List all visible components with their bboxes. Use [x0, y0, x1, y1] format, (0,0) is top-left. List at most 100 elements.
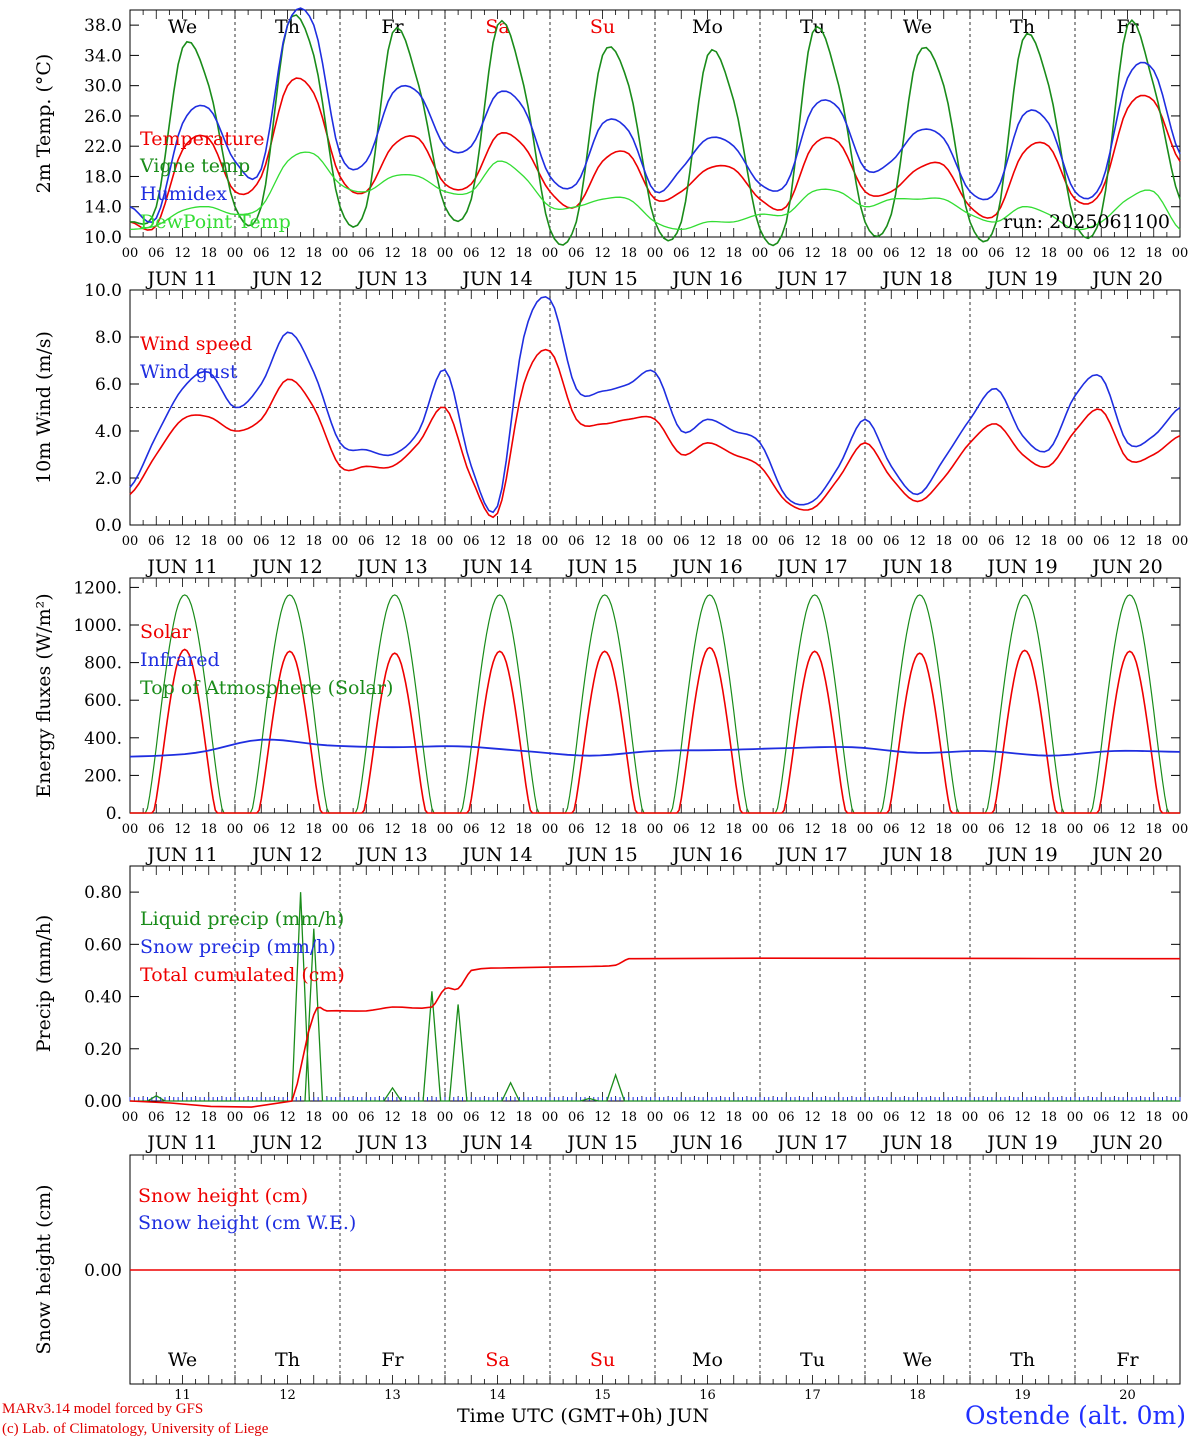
x-hour-label: 06 [148, 1110, 165, 1125]
x-hour-label: 12 [594, 534, 611, 549]
x-hour-label: 18 [410, 246, 427, 261]
x-hour-label: 18 [515, 534, 532, 549]
series-wind-gust [129, 295, 1181, 514]
legend-entry: DewPoint Temp [140, 211, 291, 233]
y-tick-label: 8.0 [95, 328, 122, 348]
x-hour-label: 06 [148, 534, 165, 549]
x-hour-label: 12 [174, 1110, 191, 1125]
x-date-label: JUN 17 [775, 268, 847, 290]
x-hour-label: 18 [725, 246, 742, 261]
x-hour-label: 00 [1067, 246, 1084, 261]
day-number-label: 11 [174, 1388, 191, 1403]
x-hour-label: 06 [673, 534, 690, 549]
x-hour-label: 00 [1172, 822, 1189, 837]
x-hour-label: 18 [305, 246, 322, 261]
x-hour-label: 12 [1119, 822, 1136, 837]
x-hour-label: 18 [515, 822, 532, 837]
y-tick-label: 18.0 [84, 167, 122, 187]
x-hour-label: 00 [962, 1110, 979, 1125]
x-hour-label: 18 [410, 822, 427, 837]
x-hour-label: 18 [1145, 534, 1162, 549]
x-hour-label: 00 [1172, 534, 1189, 549]
x-date-label: JUN 13 [355, 556, 427, 578]
x-hour-label: 00 [647, 1110, 664, 1125]
x-hour-label: 00 [542, 246, 559, 261]
legend-entry: Wind speed [140, 333, 252, 355]
x-hour-label: 00 [1067, 534, 1084, 549]
x-hour-label: 00 [752, 534, 769, 549]
y-tick-label: 200. [84, 766, 122, 786]
series-infrared [129, 738, 1181, 758]
legend-entry: Liquid precip (mm/h) [140, 908, 344, 930]
legend-entry: Snow height (cm W.E.) [138, 1212, 356, 1234]
x-hour-label: 00 [437, 246, 454, 261]
x-hour-label: 06 [1093, 822, 1110, 837]
x-hour-label: 00 [332, 822, 349, 837]
x-hour-label: 00 [1172, 1110, 1189, 1125]
x-hour-label: 06 [1093, 1110, 1110, 1125]
x-hour-label: 06 [568, 1110, 585, 1125]
x-hour-label: 18 [620, 822, 637, 837]
y-tick-label: 0. [106, 804, 122, 824]
x-hour-label: 18 [830, 1110, 847, 1125]
x-hour-label: 18 [1040, 246, 1057, 261]
x-hour-label: 00 [647, 534, 664, 549]
y-tick-label: 0.00 [84, 1261, 122, 1281]
x-hour-label: 00 [437, 534, 454, 549]
y-tick-label: 2.0 [95, 469, 122, 489]
x-hour-label: 12 [594, 246, 611, 261]
y-axis-label: 2m Temp. (°C) [33, 54, 55, 194]
x-hour-label: 18 [200, 1110, 217, 1125]
x-hour-label: 18 [830, 822, 847, 837]
y-tick-label: 400. [84, 729, 122, 749]
x-hour-label: 12 [489, 534, 506, 549]
x-hour-label: 18 [935, 534, 952, 549]
y-tick-label: 0.60 [84, 935, 122, 955]
x-date-label: JUN 11 [145, 844, 217, 866]
x-hour-label: 18 [620, 246, 637, 261]
x-hour-label: 00 [122, 822, 139, 837]
x-hour-label: 06 [778, 534, 795, 549]
y-tick-label: 14.0 [84, 198, 122, 218]
y-tick-label: 26.0 [84, 107, 122, 127]
weekday-label: Th [275, 1349, 300, 1371]
x-hour-label: 12 [279, 246, 296, 261]
x-hour-label: 12 [489, 246, 506, 261]
x-hour-label: 06 [358, 246, 375, 261]
model-credit: MARv3.14 model forced by GFS [2, 1401, 204, 1417]
x-hour-label: 06 [883, 1110, 900, 1125]
x-hour-label: 18 [410, 534, 427, 549]
x-hour-label: 12 [804, 822, 821, 837]
x-date-label: JUN 13 [355, 844, 427, 866]
weekday-label: Th [1010, 16, 1035, 38]
x-hour-label: 12 [699, 246, 716, 261]
x-date-label: JUN 20 [1090, 268, 1162, 290]
x-hour-label: 00 [542, 822, 559, 837]
x-hour-label: 12 [804, 534, 821, 549]
weekday-label: Mo [692, 1349, 723, 1371]
y-axis-label: Precip (mm/h) [33, 915, 55, 1053]
x-date-label: JUN 14 [460, 844, 532, 866]
legend-entry: Total cumulated (cm) [140, 964, 345, 986]
weekday-label: Tu [800, 16, 825, 38]
x-date-label: JUN 11 [145, 556, 217, 578]
x-hour-label: 12 [594, 1110, 611, 1125]
x-hour-label: 12 [909, 1110, 926, 1125]
x-hour-label: 00 [227, 822, 244, 837]
x-date-label: JUN 15 [565, 844, 637, 866]
x-hour-label: 06 [883, 246, 900, 261]
x-date-label: JUN 18 [880, 844, 952, 866]
legend-entry: Vigne temp [139, 155, 250, 177]
x-hour-label: 00 [332, 1110, 349, 1125]
x-hour-label: 12 [279, 822, 296, 837]
x-hour-label: 06 [358, 1110, 375, 1125]
weekday-label: Fr [1116, 16, 1139, 38]
day-number-label: 15 [594, 1388, 611, 1403]
x-hour-label: 00 [962, 534, 979, 549]
x-hour-label: 06 [463, 246, 480, 261]
x-hour-label: 12 [1119, 1110, 1136, 1125]
x-hour-label: 00 [752, 1110, 769, 1125]
x-date-label: JUN 16 [670, 1132, 742, 1154]
y-tick-label: 0.40 [84, 988, 122, 1008]
x-hour-label: 18 [1145, 822, 1162, 837]
